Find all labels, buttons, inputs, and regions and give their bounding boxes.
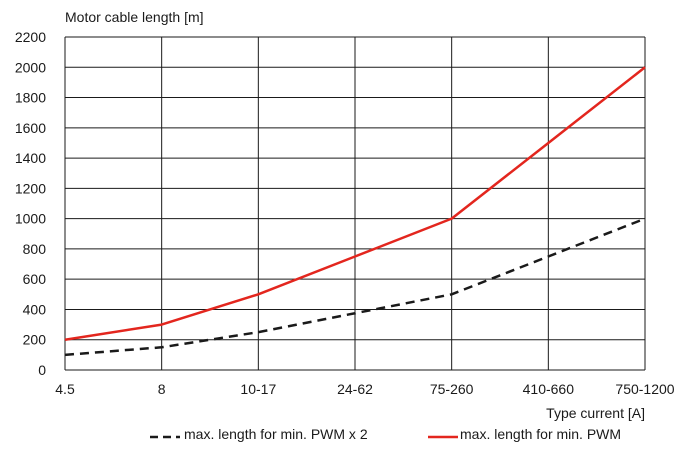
y-tick-label-5: 1000 bbox=[15, 211, 46, 227]
y-tick-label-10: 2000 bbox=[15, 59, 46, 75]
y-tick-label-0: 0 bbox=[38, 362, 46, 378]
legend: max. length for min. PWM x 2 max. length… bbox=[150, 426, 621, 442]
x-axis-label: Type current [A] bbox=[546, 405, 645, 421]
y-axis-ticks: 0 200 400 600 800 1000 1200 1400 1600 1800 2000 220… bbox=[15, 29, 46, 378]
x-tick-label-1: 8 bbox=[158, 381, 166, 397]
y-tick-label-2: 400 bbox=[23, 301, 47, 317]
y-tick-label-8: 1600 bbox=[15, 120, 46, 136]
x-tick-label-2: 10-17 bbox=[240, 381, 276, 397]
y-tick-label-7: 1400 bbox=[15, 150, 46, 166]
y-tick-label-1: 200 bbox=[23, 332, 47, 348]
y-axis-label: Motor cable length [m] bbox=[65, 9, 204, 25]
x-tick-label-5: 410-660 bbox=[523, 381, 575, 397]
y-tick-label-9: 1800 bbox=[15, 90, 46, 106]
grid bbox=[64, 36, 646, 371]
y-tick-label-4: 800 bbox=[23, 241, 47, 257]
y-tick-label-6: 1200 bbox=[15, 180, 46, 196]
legend-label-pwm-x2: max. length for min. PWM x 2 bbox=[184, 426, 368, 442]
y-tick-label-3: 600 bbox=[23, 271, 47, 287]
series-lines bbox=[64, 66, 646, 357]
x-tick-label-0: 4.5 bbox=[55, 381, 75, 397]
x-axis-ticks: 4.5 8 10-17 24-62 75-260 410-660 750-1200 bbox=[55, 381, 675, 397]
legend-label-pwm: max. length for min. PWM bbox=[460, 426, 621, 442]
series-line-0 bbox=[64, 217, 646, 357]
series-line-1 bbox=[64, 66, 646, 341]
x-tick-label-6: 750-1200 bbox=[615, 381, 674, 397]
x-tick-label-4: 75-260 bbox=[430, 381, 474, 397]
y-tick-label-11: 2200 bbox=[15, 29, 46, 45]
x-tick-label-3: 24-62 bbox=[337, 381, 373, 397]
